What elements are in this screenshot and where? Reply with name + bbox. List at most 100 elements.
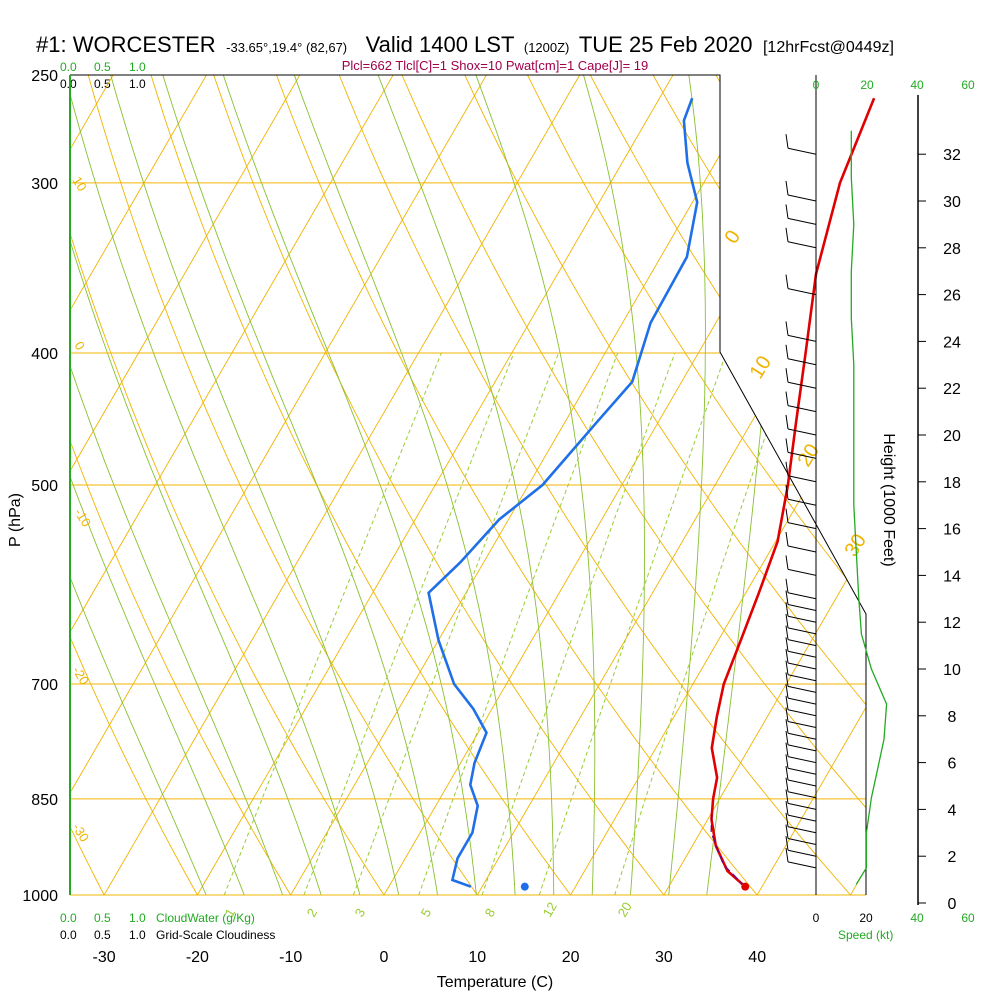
height-tick-label: 22 — [943, 381, 961, 398]
dry-adiabat-line — [0, 0, 403, 924]
mixing-ratio-label: 3 — [352, 906, 369, 920]
dry-adiabat-line — [0, 0, 119, 924]
moist-adiabat-line — [427, 0, 595, 924]
isotherm-label: 0 — [721, 227, 746, 248]
isotherm-label: 20 — [794, 440, 824, 471]
cw-bottom-tick-1: 0.5 — [94, 911, 111, 925]
isobar-lines — [70, 75, 866, 895]
chart-title: #1: WORCESTER -33.65°,19.4° (82,67) Vali… — [36, 32, 894, 57]
mixing-ratio-label: 8 — [482, 906, 499, 920]
cw-bottom-tick-0: 0.0 — [60, 911, 77, 925]
wind-barb-staff — [788, 803, 816, 809]
temperature-tick-label: 10 — [468, 949, 486, 966]
surface-temperature-dot — [741, 883, 749, 891]
dry-adiabat-line — [114, 0, 593, 924]
cl-bottom-tick-0: 0.0 — [60, 928, 77, 942]
dry-adiabat-line — [173, 0, 687, 924]
dry-adiabat-line — [526, 0, 1000, 924]
wind-barb-staff — [788, 827, 816, 833]
wind-barb-staff — [788, 546, 816, 552]
cl-top-tick-0: 0.0 — [60, 77, 77, 91]
wind-barb-staff — [788, 792, 816, 798]
wind-barb-staff — [788, 616, 816, 622]
title-forecast: [12hrFcst@0449z] — [763, 39, 894, 56]
height-tick-label: 2 — [948, 849, 957, 866]
wind-barb-staff — [788, 242, 816, 248]
wind-barb-staff — [788, 757, 816, 763]
temperature-tick-label: 0 — [380, 949, 389, 966]
wind-barb-staff — [788, 850, 816, 856]
wind-barb-staff — [788, 148, 816, 154]
wind-barb-staff — [788, 289, 816, 295]
dry-adiabat-label: -10 — [71, 506, 94, 530]
temperature-tick-label: -10 — [279, 949, 302, 966]
stability-indices: Plcl=662 Tlcl[C]=1 Shox=10 Pwat[cm]=1 Ca… — [342, 58, 649, 73]
isotherm-line — [0, 0, 190, 924]
speed-bottom-tick-60: 60 — [961, 911, 975, 925]
dry-adiabat-line — [55, 0, 498, 924]
mixing-ratio-label: 20 — [615, 899, 635, 919]
isotherm-line — [0, 0, 3, 924]
pressure-tick-label: 700 — [31, 677, 58, 694]
speed-top-tick-20: 20 — [860, 78, 874, 92]
height-tick-label: 10 — [943, 662, 961, 679]
height-tick-label: 12 — [943, 615, 961, 632]
temperature-tick-label: 40 — [748, 949, 766, 966]
height-axis-ticks: 02468101214161820222426283032 — [918, 147, 961, 913]
title-station: #1: WORCESTER — [36, 32, 216, 57]
wind-barb-flag — [786, 228, 788, 242]
cl-bottom-tick-2: 1.0 — [129, 928, 146, 942]
moist-adiabat-line — [0, 0, 218, 924]
wind-barb-flag — [786, 509, 788, 523]
wind-barb-staff — [788, 768, 816, 774]
wind-barb-flag — [786, 181, 788, 195]
cloudwater-bottom-scale: 0.0 0.5 1.0 CloudWater (g/Kg) 0.0 0.5 1.… — [60, 911, 275, 942]
speed-bottom-tick-40: 40 — [910, 911, 924, 925]
title-valid: Valid 1400 LST — [366, 32, 515, 57]
moist-adiabat-line — [34, 0, 367, 924]
title-coords: -33.65°,19.4° (82,67) — [226, 40, 347, 55]
height-tick-label: 18 — [943, 475, 961, 492]
isotherm-label: 10 — [746, 352, 776, 383]
wind-barb-flag — [786, 321, 788, 335]
wind-barb-staff — [788, 698, 816, 704]
height-tick-label: 8 — [948, 709, 957, 726]
cw-top-tick-2: 1.0 — [129, 60, 146, 74]
wind-barb-staff — [788, 815, 816, 821]
isotherm-lines — [0, 0, 1000, 924]
title-utc: (1200Z) — [524, 40, 570, 55]
moist-adiabat-line — [0, 0, 330, 924]
wind-barb-flag — [786, 345, 788, 359]
speed-bottom-tick-0: 0 — [813, 911, 820, 925]
wind-barb-staff — [788, 605, 816, 611]
moist-adiabat-line — [126, 0, 442, 924]
dry-adiabat-line — [349, 0, 970, 924]
pressure-tick-label: 400 — [31, 346, 58, 363]
cw-bottom-tick-2: 1.0 — [129, 911, 146, 925]
wind-barb-staff — [788, 663, 816, 669]
wind-barb-staff — [788, 335, 816, 341]
temperature-tick-label: 30 — [655, 949, 673, 966]
temperature-axis-label: Temperature (C) — [437, 974, 553, 991]
dry-adiabat-line — [290, 0, 876, 924]
wind-barb-staff — [788, 195, 816, 201]
temperature-tick-label: -20 — [186, 949, 209, 966]
wind-barb-flag — [786, 462, 788, 476]
temperature-line — [712, 98, 875, 887]
isotherm-line — [0, 0, 283, 924]
dry-adiabat-line — [644, 0, 1000, 924]
wind-barb-flag — [786, 415, 788, 429]
wind-barb-staff — [788, 406, 816, 412]
wind-barb-staff — [788, 593, 816, 599]
moist-adiabat-line — [0, 0, 255, 924]
wind-barb-staff — [788, 745, 816, 751]
height-tick-label: 4 — [948, 802, 957, 819]
pressure-axis-ticks: 2503004005007008501000 — [22, 68, 58, 905]
dry-adiabat-line — [585, 0, 1000, 924]
height-tick-label: 0 — [948, 896, 957, 913]
dry-adiabat-line — [467, 0, 1000, 924]
temperature-tick-label: -30 — [93, 949, 116, 966]
isotherm-line — [554, 0, 1000, 924]
